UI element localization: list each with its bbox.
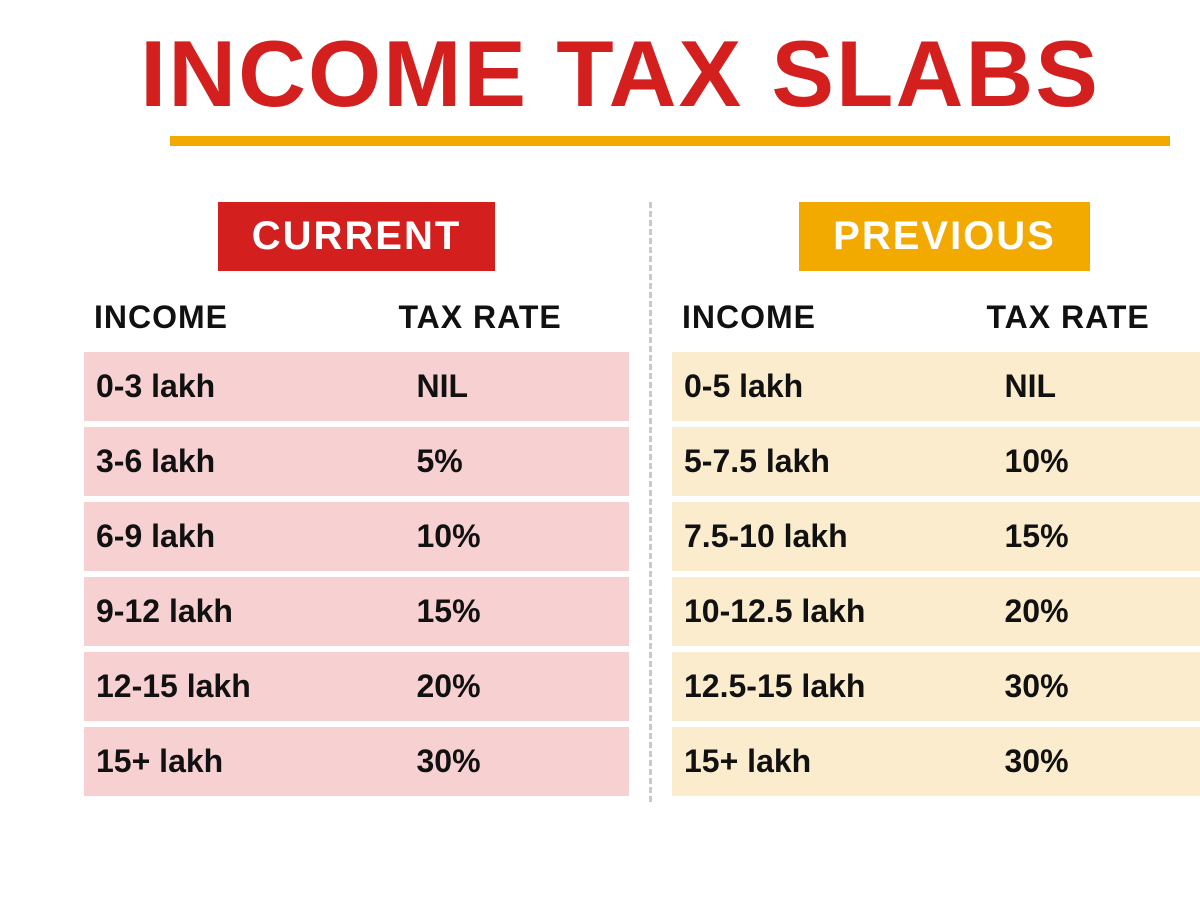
income-cell: 5-7.5 lakh (678, 443, 976, 480)
previous-header-income: INCOME (678, 299, 976, 336)
rate-cell: 30% (976, 668, 1200, 705)
rate-cell: 15% (388, 593, 623, 630)
previous-header-row: INCOME TAX RATE (672, 291, 1200, 352)
table-row: 15+ lakh30% (672, 727, 1200, 796)
title-underline (170, 136, 1170, 146)
income-cell: 15+ lakh (90, 743, 388, 780)
previous-badge-wrap: PREVIOUS (672, 202, 1200, 271)
income-cell: 12-15 lakh (90, 668, 388, 705)
current-badge: CURRENT (218, 202, 496, 271)
previous-badge: PREVIOUS (799, 202, 1090, 271)
income-cell: 7.5-10 lakh (678, 518, 976, 555)
income-cell: 0-5 lakh (678, 368, 976, 405)
income-cell: 9-12 lakh (90, 593, 388, 630)
rate-cell: 30% (976, 743, 1200, 780)
table-row: 9-12 lakh15% (84, 577, 629, 646)
rate-cell: 10% (976, 443, 1200, 480)
rate-cell: NIL (976, 368, 1200, 405)
current-column: CURRENT INCOME TAX RATE 0-3 lakhNIL3-6 l… (84, 202, 629, 802)
rate-cell: 15% (976, 518, 1200, 555)
table-row: 10-12.5 lakh20% (672, 577, 1200, 646)
column-divider (649, 202, 652, 802)
table-row: 6-9 lakh10% (84, 502, 629, 571)
rate-cell: 20% (388, 668, 623, 705)
income-cell: 6-9 lakh (90, 518, 388, 555)
rate-cell: 20% (976, 593, 1200, 630)
previous-rows: 0-5 lakhNIL5-7.5 lakh10%7.5-10 lakh15%10… (672, 352, 1200, 796)
income-cell: 12.5-15 lakh (678, 668, 976, 705)
rate-cell: 30% (388, 743, 623, 780)
current-header-income: INCOME (90, 299, 388, 336)
income-cell: 15+ lakh (678, 743, 976, 780)
rate-cell: NIL (388, 368, 623, 405)
income-cell: 3-6 lakh (90, 443, 388, 480)
table-row: 7.5-10 lakh15% (672, 502, 1200, 571)
table-row: 5-7.5 lakh10% (672, 427, 1200, 496)
table-row: 3-6 lakh5% (84, 427, 629, 496)
rate-cell: 10% (388, 518, 623, 555)
income-cell: 0-3 lakh (90, 368, 388, 405)
table-row: 12-15 lakh20% (84, 652, 629, 721)
previous-column: PREVIOUS INCOME TAX RATE 0-5 lakhNIL5-7.… (672, 202, 1200, 802)
current-header-row: INCOME TAX RATE (84, 291, 629, 352)
current-header-rate: TAX RATE (388, 299, 623, 336)
previous-header-rate: TAX RATE (976, 299, 1200, 336)
income-cell: 10-12.5 lakh (678, 593, 976, 630)
tables-wrap: CURRENT INCOME TAX RATE 0-3 lakhNIL3-6 l… (84, 202, 1150, 802)
page-title: INCOME TAX SLABS (90, 20, 1150, 128)
table-row: 0-5 lakhNIL (672, 352, 1200, 421)
page: INCOME TAX SLABS CURRENT INCOME TAX RATE… (0, 0, 1200, 900)
table-row: 0-3 lakhNIL (84, 352, 629, 421)
table-row: 12.5-15 lakh30% (672, 652, 1200, 721)
current-rows: 0-3 lakhNIL3-6 lakh5%6-9 lakh10%9-12 lak… (84, 352, 629, 796)
rate-cell: 5% (388, 443, 623, 480)
table-row: 15+ lakh30% (84, 727, 629, 796)
current-badge-wrap: CURRENT (84, 202, 629, 271)
